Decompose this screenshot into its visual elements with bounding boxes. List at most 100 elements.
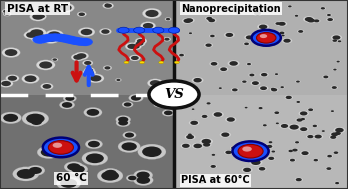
Circle shape (336, 60, 340, 63)
Circle shape (30, 12, 46, 21)
Circle shape (164, 38, 170, 41)
Circle shape (86, 68, 93, 72)
Circle shape (337, 40, 342, 43)
Circle shape (115, 78, 121, 82)
Circle shape (276, 122, 279, 124)
Circle shape (64, 162, 84, 172)
Circle shape (87, 109, 99, 116)
Circle shape (48, 31, 61, 38)
Circle shape (333, 69, 337, 70)
Circle shape (271, 88, 277, 91)
Circle shape (63, 95, 77, 102)
Bar (0, 0, 174, 94)
Circle shape (260, 37, 268, 41)
Circle shape (322, 130, 325, 132)
Circle shape (101, 171, 119, 181)
Circle shape (326, 13, 332, 17)
Circle shape (335, 128, 344, 132)
Circle shape (212, 111, 224, 118)
Circle shape (268, 141, 273, 144)
Circle shape (53, 34, 68, 42)
Circle shape (211, 165, 216, 168)
Circle shape (268, 157, 274, 160)
Circle shape (307, 18, 315, 22)
Circle shape (17, 169, 35, 179)
Circle shape (271, 150, 275, 153)
Circle shape (52, 58, 58, 61)
Circle shape (283, 39, 291, 43)
Circle shape (37, 34, 53, 43)
Circle shape (231, 8, 240, 13)
Circle shape (220, 67, 227, 71)
Circle shape (82, 60, 93, 66)
Circle shape (330, 132, 340, 137)
Circle shape (334, 151, 338, 154)
Circle shape (200, 114, 209, 119)
Circle shape (182, 18, 193, 24)
Circle shape (116, 79, 120, 81)
Circle shape (105, 170, 117, 176)
Circle shape (179, 106, 185, 109)
Circle shape (2, 48, 20, 57)
Circle shape (206, 102, 212, 105)
Circle shape (259, 107, 263, 109)
Circle shape (338, 40, 341, 42)
Circle shape (243, 42, 250, 46)
Circle shape (249, 159, 263, 166)
Circle shape (307, 135, 314, 138)
Circle shape (104, 66, 110, 70)
Circle shape (306, 134, 315, 139)
Circle shape (289, 158, 296, 162)
Circle shape (42, 84, 51, 89)
Circle shape (3, 12, 11, 16)
Circle shape (211, 176, 223, 183)
Circle shape (56, 177, 81, 189)
Circle shape (209, 34, 216, 38)
Circle shape (8, 76, 17, 81)
Circle shape (326, 154, 333, 158)
Circle shape (127, 44, 137, 49)
Circle shape (149, 81, 199, 108)
Circle shape (282, 35, 285, 36)
Circle shape (307, 108, 314, 112)
Circle shape (197, 180, 206, 185)
Circle shape (63, 36, 78, 44)
Circle shape (241, 80, 248, 83)
Circle shape (332, 35, 340, 40)
Circle shape (58, 35, 72, 42)
Circle shape (103, 66, 112, 70)
Circle shape (269, 141, 272, 143)
Circle shape (258, 106, 263, 110)
Circle shape (193, 78, 202, 82)
Circle shape (124, 102, 132, 107)
Circle shape (261, 73, 267, 76)
Circle shape (145, 10, 159, 17)
Circle shape (182, 144, 190, 148)
Circle shape (39, 15, 45, 18)
Circle shape (284, 95, 293, 100)
Circle shape (31, 119, 42, 125)
Circle shape (260, 72, 269, 77)
Circle shape (214, 9, 219, 12)
Circle shape (189, 120, 200, 126)
Circle shape (74, 52, 89, 60)
Circle shape (221, 132, 229, 137)
Circle shape (279, 32, 285, 34)
Circle shape (251, 143, 260, 147)
Circle shape (252, 81, 259, 85)
Circle shape (332, 86, 337, 89)
Circle shape (190, 121, 198, 125)
Circle shape (97, 169, 123, 183)
Circle shape (313, 158, 319, 162)
Circle shape (226, 151, 232, 154)
Circle shape (246, 35, 253, 40)
Circle shape (81, 29, 92, 35)
Circle shape (134, 40, 145, 47)
Circle shape (57, 3, 74, 12)
Circle shape (259, 85, 269, 91)
Circle shape (45, 30, 64, 40)
Circle shape (232, 141, 269, 161)
Circle shape (67, 163, 81, 170)
Circle shape (143, 23, 153, 29)
Circle shape (331, 34, 342, 41)
